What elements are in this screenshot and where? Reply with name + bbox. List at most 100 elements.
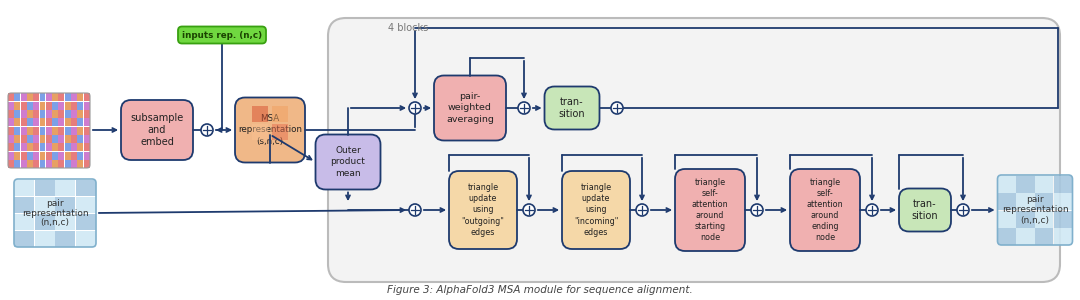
Text: triangle
update
using
"incoming"
edges: triangle update using "incoming" edges [573,183,618,237]
Bar [83,118,90,126]
Bar [14,93,21,101]
Bar [52,118,58,126]
Bar [45,110,52,118]
Bar [21,143,27,151]
Bar [58,93,65,101]
Circle shape [518,102,530,114]
FancyBboxPatch shape [899,188,951,232]
Bar [65,127,70,135]
Bar [71,127,77,135]
FancyBboxPatch shape [178,26,266,44]
Bar [52,143,58,151]
Bar [1035,228,1053,245]
Circle shape [611,102,623,114]
Bar [40,93,45,101]
Bar [78,110,83,118]
Bar [14,196,33,213]
Bar [45,135,52,143]
Bar [1016,211,1035,227]
Bar [58,110,65,118]
Bar [1035,176,1053,193]
Bar [27,127,32,135]
Bar [272,124,288,140]
Bar [45,143,52,151]
Bar [8,160,14,168]
Bar [40,110,45,118]
Text: MSA
representation
(s,n,c): MSA representation (s,n,c) [238,114,302,146]
Bar [21,102,27,110]
Bar [21,118,27,126]
Bar [76,214,95,230]
Bar [1054,176,1072,193]
Bar [27,152,32,160]
Bar [65,102,70,110]
Bar [71,143,77,151]
Bar [252,124,268,140]
Bar [40,143,45,151]
Bar [33,152,39,160]
Circle shape [751,204,762,216]
FancyBboxPatch shape [789,169,860,251]
Bar [40,127,45,135]
Circle shape [957,204,969,216]
Bar [78,127,83,135]
Bar [55,230,75,247]
Circle shape [409,204,421,216]
Bar [998,228,1016,245]
Bar [14,127,21,135]
Bar [27,102,32,110]
Bar [1035,211,1053,227]
Bar [52,127,58,135]
Bar [78,160,83,168]
Circle shape [523,204,535,216]
Bar [52,160,58,168]
Bar [35,230,54,247]
Bar [33,102,39,110]
Bar [40,118,45,126]
Text: (n,n,c): (n,n,c) [41,218,69,227]
Text: representation: representation [1001,206,1068,214]
Text: pair: pair [1026,196,1043,205]
Bar [8,135,14,143]
Bar [83,160,90,168]
Bar [27,143,32,151]
Bar [83,127,90,135]
Bar [33,135,39,143]
Bar [8,110,14,118]
Text: tran-
sition: tran- sition [912,199,939,221]
Circle shape [866,204,878,216]
Bar [33,93,39,101]
Bar [55,196,75,213]
Bar [45,160,52,168]
Bar [1054,193,1072,210]
Bar [45,127,52,135]
Circle shape [409,102,421,114]
Bar [27,93,32,101]
Text: triangle
self-
attention
around
starting
node: triangle self- attention around starting… [691,178,728,242]
Bar [55,179,75,196]
Bar [998,211,1016,227]
Bar [27,160,32,168]
Bar [8,93,14,101]
Bar [78,152,83,160]
Bar [83,152,90,160]
Bar [83,143,90,151]
Bar [58,127,65,135]
Bar [21,160,27,168]
Bar [83,93,90,101]
Bar [1054,211,1072,227]
Bar [52,152,58,160]
Text: triangle
update
using
"outgoing"
edges: triangle update using "outgoing" edges [461,183,504,237]
Bar [998,193,1016,210]
Text: (n,n,c): (n,n,c) [1021,215,1050,224]
Bar [55,214,75,230]
Bar [33,118,39,126]
Text: triangle
self-
attention
around
ending
node: triangle self- attention around ending n… [807,178,843,242]
Bar [52,135,58,143]
Bar [21,110,27,118]
Bar [83,102,90,110]
Bar [14,143,21,151]
Bar [998,176,1016,193]
Bar [71,135,77,143]
Bar [52,102,58,110]
